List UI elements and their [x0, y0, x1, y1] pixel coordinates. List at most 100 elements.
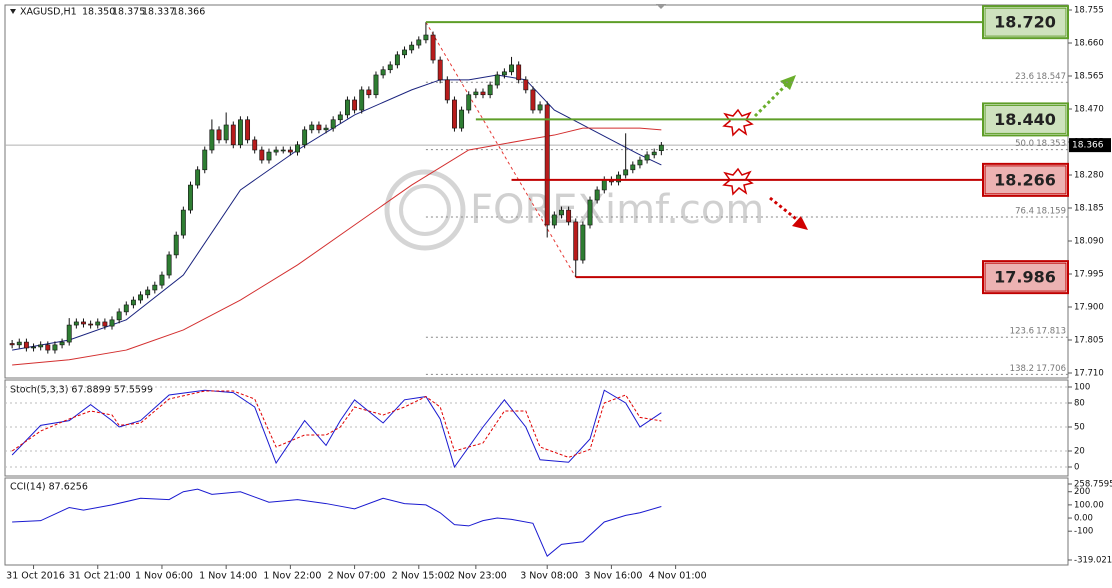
fib-ratio: 76.4 — [1015, 207, 1034, 217]
candle-body — [651, 151, 657, 156]
x-tick-label: 2 Nov 15:00 — [392, 571, 450, 582]
fib-price: 18.353 — [1036, 139, 1066, 149]
candle-body — [544, 104, 550, 226]
candle-body — [509, 64, 514, 73]
up-arrow — [753, 81, 790, 118]
candle-body — [416, 39, 422, 46]
candle-body — [102, 321, 108, 327]
candle-body — [616, 174, 621, 183]
candle-body — [230, 124, 236, 146]
y-tick-label: 100 — [1074, 383, 1090, 393]
candle-body — [473, 91, 479, 96]
y-tick-label: 17.710 — [1074, 369, 1104, 379]
candle-body — [537, 104, 543, 111]
candle-body — [373, 74, 379, 96]
cci-title: CCI(14) 87.6256 — [10, 482, 88, 493]
candle-body — [380, 69, 386, 76]
x-tick-label: 4 Nov 01:00 — [649, 571, 707, 582]
candle-body — [466, 94, 472, 111]
candle-body — [59, 341, 65, 346]
stoch-title: Stoch(5,3,3) 67.8899 57.5599 — [10, 385, 153, 396]
candle-body — [173, 234, 179, 256]
candle-body — [430, 34, 436, 61]
candle-body — [580, 224, 586, 261]
candle-body — [516, 64, 522, 81]
candle-body — [566, 209, 572, 223]
moving-average — [12, 127, 662, 366]
stoch-panel — [4, 379, 1069, 477]
fib-price: 18.159 — [1036, 207, 1066, 217]
ohlc-low: 18.337 — [142, 7, 175, 18]
watermark: FOREXimf.com — [470, 187, 764, 233]
candle-body — [259, 149, 265, 161]
y-tick-label: 0 — [1074, 463, 1079, 473]
x-tick-label: 2 Nov 07:00 — [328, 571, 386, 582]
y-tick-label: 0.00 — [1074, 514, 1093, 524]
candle-body — [452, 99, 457, 129]
down-arrowhead — [792, 216, 808, 230]
candle-body — [487, 84, 493, 96]
fib-ratio: 50.0 — [1015, 139, 1034, 149]
candle-body — [266, 151, 272, 161]
candle-body — [523, 79, 529, 91]
x-tick-label: 1 Nov 22:00 — [263, 571, 321, 582]
y-tick-label: 18.185 — [1074, 204, 1104, 214]
candle-body — [159, 274, 165, 286]
y-tick-label: 20 — [1074, 447, 1085, 457]
candle-body — [81, 321, 86, 325]
candle-body — [195, 169, 201, 186]
candle-body — [480, 91, 486, 96]
candle-body — [130, 299, 136, 306]
candle-body — [394, 54, 400, 66]
candle-body — [287, 149, 293, 153]
x-tick-label: 31 Oct 21:00 — [69, 571, 131, 582]
candle-body — [530, 89, 536, 111]
menu-arrow — [10, 9, 16, 14]
y-tick-label: 18.755 — [1074, 6, 1104, 16]
level-box — [984, 165, 1067, 195]
candle-body — [587, 199, 593, 226]
y-tick-label: 200 — [1074, 487, 1090, 497]
candle-body — [409, 44, 415, 51]
candle-body — [16, 341, 22, 346]
candle-body — [252, 139, 258, 151]
y-tick-label: 17.900 — [1074, 303, 1104, 313]
candle-body — [237, 119, 243, 146]
candle-body — [323, 127, 329, 131]
candle-body — [437, 59, 443, 81]
candle-body — [73, 321, 79, 326]
candle-body — [209, 129, 215, 151]
level-box-bg — [982, 162, 1069, 197]
level-box — [984, 104, 1067, 134]
symbol-title: XAGUSD,H1 — [20, 7, 77, 18]
level-box — [984, 262, 1067, 292]
candle-body — [38, 344, 44, 348]
candle-body — [31, 346, 36, 349]
candle-body — [330, 119, 336, 129]
indicator-line — [12, 488, 662, 557]
candle-body — [366, 89, 372, 96]
y-tick-label: 17.995 — [1074, 270, 1104, 280]
candle-body — [387, 64, 393, 71]
y-tick-label: 18.470 — [1074, 105, 1104, 115]
level-box — [984, 7, 1067, 37]
price-tag — [1069, 138, 1111, 153]
candle-body — [109, 319, 115, 327]
candle-body — [66, 324, 72, 343]
ohlc-high: 18.375 — [112, 7, 145, 18]
level-label: 18.266 — [994, 170, 1056, 189]
x-tick-label: 3 Nov 08:00 — [520, 571, 578, 582]
ohlc-close: 18.366 — [172, 7, 205, 18]
level-label: 17.986 — [994, 268, 1056, 287]
price-tag-label: 18.366 — [1072, 141, 1104, 151]
candle-body — [95, 321, 101, 326]
down-arrow — [769, 196, 801, 224]
candle-body — [188, 184, 193, 211]
burst-icon — [722, 108, 754, 137]
candle-body — [316, 124, 322, 131]
fib-price: 17.813 — [1036, 327, 1066, 337]
fib-price: 17.706 — [1036, 364, 1066, 374]
candle-body — [180, 209, 186, 236]
candle-body — [223, 124, 229, 141]
fib-ratio: 23.6 — [1015, 72, 1034, 82]
